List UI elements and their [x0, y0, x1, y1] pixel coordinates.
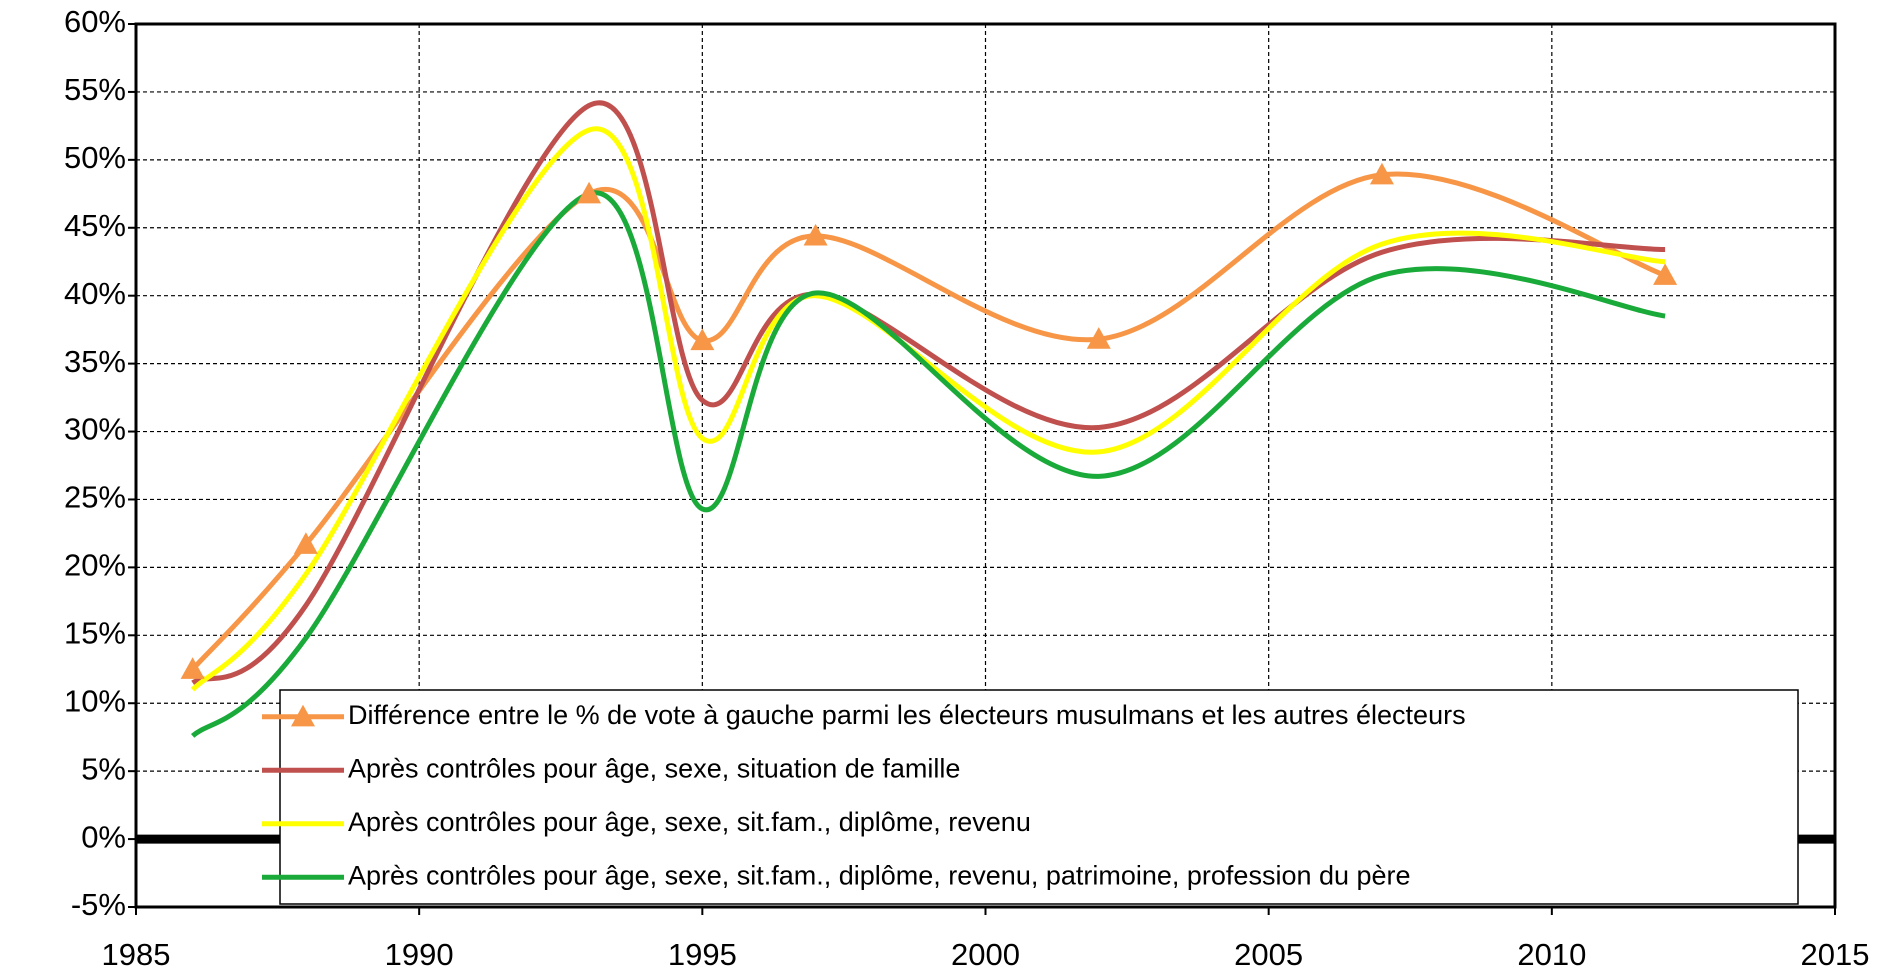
x-tick-label: 2010 [1517, 937, 1586, 972]
series-line [191, 100, 1666, 686]
x-tick-label: 2005 [1234, 937, 1303, 972]
marker [1369, 162, 1394, 185]
y-tick-label: 60% [64, 4, 126, 39]
marker [180, 657, 205, 679]
marker [577, 181, 602, 204]
legend-label: Différence entre le % de vote à gauche p… [348, 700, 1466, 730]
y-tick-label: 5% [81, 751, 126, 786]
y-tick-label: -5% [71, 887, 126, 922]
y-tick-label: 15% [64, 615, 126, 650]
y-tick-label: 30% [64, 412, 126, 447]
y-tick-label: 50% [64, 140, 126, 175]
y-tick-label: 45% [64, 208, 126, 243]
y-tick-label: 20% [64, 548, 126, 583]
marker [293, 532, 318, 554]
plot-border [134, 22, 1837, 909]
y-tick-label: 55% [64, 72, 126, 107]
legend-label: Après contrôles pour âge, sexe, sit.fam.… [348, 860, 1411, 890]
marker [1086, 327, 1111, 349]
legend-label: Après contrôles pour âge, sexe, situatio… [348, 753, 960, 783]
series-line [190, 126, 1666, 692]
marker [1653, 263, 1678, 285]
marker [803, 223, 828, 246]
legend-box [279, 689, 1799, 905]
legend-marker [291, 704, 315, 727]
legend: Différence entre le % de vote à gauche p… [262, 689, 1799, 905]
y-tick-label: 35% [64, 344, 126, 379]
x-tick-label: 1995 [668, 937, 737, 972]
x-tick-label: 1985 [102, 937, 171, 972]
x-tick-label: 2015 [1801, 937, 1870, 972]
marker [690, 328, 715, 351]
y-tick-label: 10% [64, 683, 126, 718]
x-tick-label: 1990 [385, 937, 454, 972]
x-tick-label: 2000 [951, 937, 1020, 972]
series-line [191, 190, 1666, 738]
y-tick-label: 0% [81, 819, 126, 854]
y-tick-label: 40% [64, 276, 126, 311]
legend-label: Après contrôles pour âge, sexe, sit.fam.… [348, 807, 1031, 837]
y-tick-label: 25% [64, 480, 126, 515]
